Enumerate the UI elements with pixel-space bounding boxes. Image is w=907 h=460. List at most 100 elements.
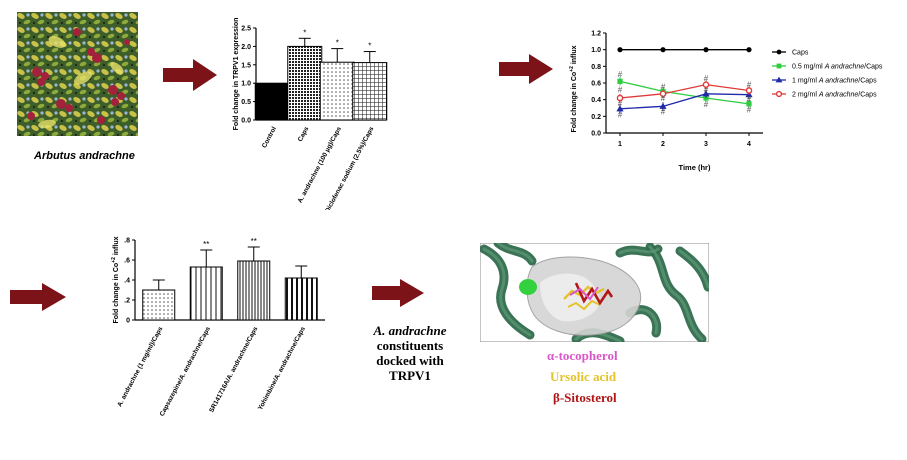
- legend-entry: 1 mg/ml A andrachne/Caps: [792, 78, 877, 85]
- x-category-label: Capsazepine/A. andrachne/Caps: [159, 325, 213, 417]
- significance-label: #: [704, 74, 709, 83]
- y-tick-label: 0.8: [591, 64, 601, 71]
- y-tick-label: 1.5: [241, 62, 251, 69]
- x-tick-label: 1: [618, 141, 622, 148]
- significance-label: #: [704, 100, 709, 109]
- data-point: [702, 90, 710, 97]
- y-tick-label: 2.0: [241, 44, 251, 51]
- x-category-label: Caps: [297, 125, 311, 143]
- data-point: [776, 49, 782, 55]
- y-axis-label: Fold change in Co+2 influx: [111, 236, 120, 323]
- bar: [237, 260, 271, 321]
- bar: [142, 289, 176, 321]
- significance-label: #: [704, 86, 709, 95]
- arrow-3-icon: [10, 283, 66, 311]
- y-tick-label: 0: [126, 318, 130, 325]
- data-point: [745, 87, 753, 94]
- arrow-1-icon: [163, 59, 217, 91]
- x-axis-label: Time (hr): [679, 163, 711, 172]
- ursolic-acid-ligand: [563, 285, 605, 300]
- data-point: [776, 63, 782, 69]
- x-tick-label: 4: [747, 141, 751, 148]
- arrow-4-icon: [372, 279, 424, 307]
- data-point: [775, 76, 783, 83]
- y-tick-label: 1.2: [591, 31, 601, 38]
- data-point: [616, 94, 624, 102]
- legend-entry: Caps: [792, 50, 809, 57]
- significance-label: #: [747, 81, 752, 90]
- y-tick-label: 2.5: [241, 26, 251, 33]
- docking-description: A. andrachne constituents docked with TR…: [360, 323, 460, 383]
- significance-label: #: [661, 82, 666, 91]
- significance-label: #: [747, 95, 752, 104]
- data-point: [617, 47, 623, 53]
- docking-image: [480, 243, 709, 342]
- y-tick-label: 0.2: [591, 114, 601, 121]
- alpha-tocopherol-ligand: [569, 286, 599, 301]
- x-category-label: Yohimbine/A. andrachne/Caps: [257, 325, 307, 411]
- bar: [254, 82, 290, 121]
- significance-label: **: [203, 240, 209, 249]
- y-tick-label: .6: [124, 258, 130, 265]
- plant-caption: Arbutus andrachne: [34, 150, 135, 162]
- bar: [287, 45, 323, 121]
- bar: [352, 62, 388, 121]
- data-point: [617, 78, 623, 84]
- significance-label: #: [618, 86, 623, 95]
- y-tick-label: .8: [124, 238, 130, 245]
- y-tick-label: 1.0: [241, 81, 251, 88]
- docking-rest: constituents docked with TRPV1: [376, 338, 444, 383]
- y-tick-label: 0.0: [241, 118, 251, 125]
- ligand-beta-sitosterol: β-Sitosterol: [553, 390, 617, 405]
- y-tick-label: .4: [124, 278, 130, 285]
- data-point: [746, 101, 752, 107]
- series-line: [619, 84, 750, 99]
- x-tick-label: 2: [661, 141, 665, 148]
- green-residue: [519, 279, 537, 295]
- bar: [284, 277, 318, 321]
- significance-label: *: [368, 42, 371, 51]
- significance-label: #: [747, 106, 752, 115]
- y-tick-label: 0.0: [591, 131, 601, 138]
- docking-species: A. andrachne: [373, 323, 447, 338]
- y-axis-label: Fold change in TRPV1 expression: [233, 18, 240, 131]
- data-point: [659, 102, 667, 109]
- y-tick-label: 0.5: [241, 99, 251, 106]
- series-line: [619, 93, 750, 110]
- arrow-2-icon: [499, 54, 553, 84]
- significance-label: *: [303, 28, 306, 37]
- data-point: [746, 47, 752, 53]
- bar: [319, 61, 355, 121]
- co-influx-inhibitor-chart: 0 .2 .4 .6 .8 Fold change in Co+2 influx A. an…: [111, 236, 325, 418]
- bar: [189, 266, 223, 321]
- ligand-alpha-tocopherol: α-tocopherol: [547, 348, 618, 363]
- significance-label: #: [618, 111, 623, 120]
- significance-label: #: [661, 94, 666, 103]
- legend-entry: 2 mg/ml A andrachne/Caps: [792, 92, 877, 99]
- legend-entry: 0.5 mg/ml A andrachne/Caps: [792, 64, 883, 71]
- plant-photo: [17, 12, 138, 136]
- significance-label: #: [618, 99, 623, 108]
- significance-label: *: [336, 39, 339, 48]
- data-point: [702, 81, 710, 88]
- data-point: [703, 47, 709, 53]
- data-point: [775, 90, 783, 98]
- significance-label: **: [251, 237, 257, 246]
- y-axis-label: Fold change in Co+2 influx: [569, 45, 578, 132]
- significance-label: #: [661, 107, 666, 116]
- data-point: [659, 90, 667, 98]
- co-influx-time-chart: 0.0 0.2 0.4 0.6 0.8 1.0 1.2 1 2 3 4 Time (hr) Fold c…: [569, 31, 883, 173]
- x-category-label: A. andrachne (1 mg/ml)/Caps: [116, 325, 164, 408]
- x-category-label: SR141716A/A. andrachne/Caps: [208, 325, 259, 413]
- y-tick-label: 0.6: [591, 81, 601, 88]
- data-point: [660, 47, 666, 53]
- beta-sitosterol-ligand: [574, 282, 614, 306]
- series-line: [619, 80, 750, 105]
- y-tick-label: .2: [124, 298, 130, 305]
- y-tick-label: 1.0: [591, 47, 601, 54]
- x-tick-label: 3: [704, 141, 708, 148]
- y-tick-label: 0.4: [591, 97, 601, 104]
- ligand-ursolic-acid: Ursolic acid: [550, 369, 617, 384]
